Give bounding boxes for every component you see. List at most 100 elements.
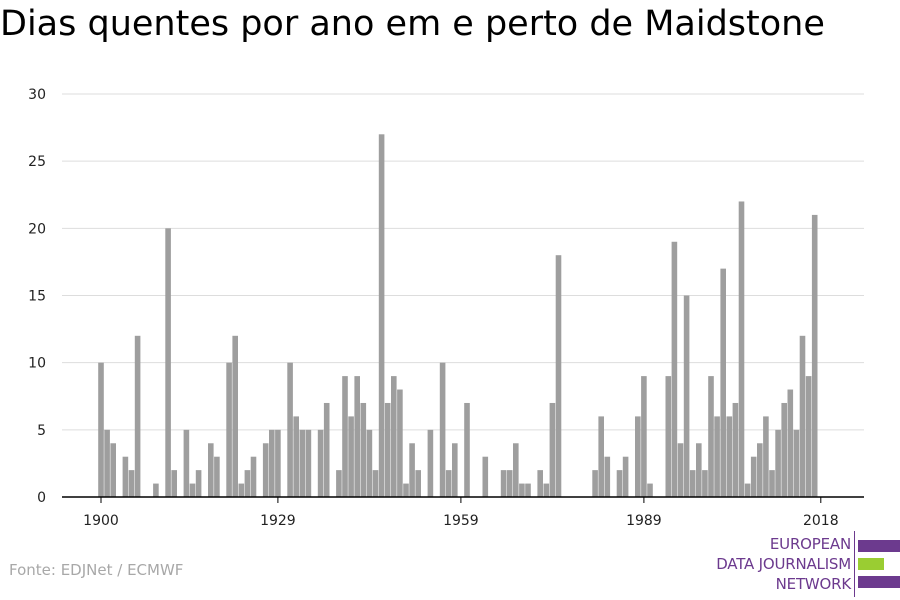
bar xyxy=(720,268,726,497)
bar xyxy=(592,470,598,497)
bar xyxy=(464,402,470,497)
x-tick-label: 1929 xyxy=(260,513,296,529)
logo-rule xyxy=(854,531,855,597)
bar xyxy=(262,443,269,497)
y-tick-label: 15 xyxy=(28,289,46,305)
y-tick-label: 20 xyxy=(28,221,46,237)
bar xyxy=(104,429,110,497)
bar xyxy=(769,470,775,497)
bar xyxy=(171,470,177,497)
bar xyxy=(409,443,415,497)
y-tick-label: 0 xyxy=(37,490,46,506)
bar xyxy=(372,470,379,497)
bar xyxy=(153,483,159,497)
bar xyxy=(696,443,702,497)
bar xyxy=(250,456,257,497)
bar xyxy=(543,483,550,497)
bar xyxy=(305,429,312,497)
bar xyxy=(183,429,190,497)
bar xyxy=(110,443,116,497)
bars xyxy=(98,134,818,498)
bar xyxy=(391,376,397,497)
bar xyxy=(165,228,171,497)
bar xyxy=(323,402,330,497)
bar xyxy=(781,402,787,497)
bar xyxy=(378,134,385,498)
bar xyxy=(439,362,446,497)
bar xyxy=(427,429,434,497)
bar xyxy=(299,429,306,497)
bar xyxy=(384,402,391,497)
bar xyxy=(287,362,293,497)
y-tick-label: 30 xyxy=(28,87,46,103)
bar xyxy=(805,376,812,497)
bar xyxy=(122,456,129,497)
bar xyxy=(415,470,421,497)
bar xyxy=(598,416,604,497)
x-tick-label: 1900 xyxy=(83,513,119,529)
bar xyxy=(403,483,409,497)
bar xyxy=(750,456,757,497)
bar xyxy=(555,255,562,497)
bar xyxy=(763,416,769,497)
bar xyxy=(500,470,507,497)
bar xyxy=(702,470,708,497)
bar xyxy=(647,483,653,497)
bar xyxy=(208,443,214,497)
bar xyxy=(775,429,781,497)
bar xyxy=(214,456,220,497)
gridlines xyxy=(62,93,864,431)
bar xyxy=(360,402,367,497)
bar xyxy=(641,376,647,497)
bar xyxy=(269,429,275,497)
bar xyxy=(445,470,452,497)
bar xyxy=(537,470,543,497)
logo-bar-middle xyxy=(858,558,884,570)
bar xyxy=(738,201,745,497)
bar xyxy=(506,470,513,497)
bar xyxy=(604,456,611,497)
x-tick-label: 2018 xyxy=(803,513,839,529)
bar xyxy=(244,470,251,497)
bar xyxy=(549,402,556,497)
bar xyxy=(232,335,238,497)
bar xyxy=(793,429,800,497)
logo-line-1: EUROPEAN xyxy=(769,535,851,553)
source-note: Fonte: EDJNet / ECMWF xyxy=(9,561,184,579)
bar xyxy=(317,429,324,497)
bar xyxy=(744,483,751,497)
bar xyxy=(238,483,245,497)
bar xyxy=(519,483,525,497)
x-tick-label: 1989 xyxy=(626,513,662,529)
bar xyxy=(293,416,299,497)
bar xyxy=(397,389,403,497)
bar xyxy=(525,483,531,497)
y-tick-label: 10 xyxy=(28,356,46,372)
bar xyxy=(635,416,641,497)
bar xyxy=(665,376,672,497)
bar xyxy=(708,376,714,497)
bar xyxy=(452,443,458,497)
bar xyxy=(622,456,629,497)
bar xyxy=(726,416,733,497)
y-tick-label: 5 xyxy=(37,423,46,439)
bar xyxy=(732,402,739,497)
x-tick-label: 1959 xyxy=(443,513,479,529)
bar xyxy=(366,429,373,497)
bar xyxy=(189,483,196,497)
bar xyxy=(714,416,720,497)
bar xyxy=(342,376,348,497)
bar xyxy=(616,470,623,497)
bar xyxy=(757,443,763,497)
bar xyxy=(98,362,104,497)
bar xyxy=(671,241,678,497)
bar xyxy=(275,429,281,497)
y-tick-label: 25 xyxy=(28,154,46,170)
bar xyxy=(195,470,202,497)
edjnet-logo: EUROPEAN DATA JOURNALISM NETWORK xyxy=(600,531,900,597)
logo-bar-bottom xyxy=(858,576,900,588)
bar xyxy=(348,416,354,497)
logo-line-3: NETWORK xyxy=(775,575,852,593)
logo-line-2: DATA JOURNALISM xyxy=(716,555,851,573)
